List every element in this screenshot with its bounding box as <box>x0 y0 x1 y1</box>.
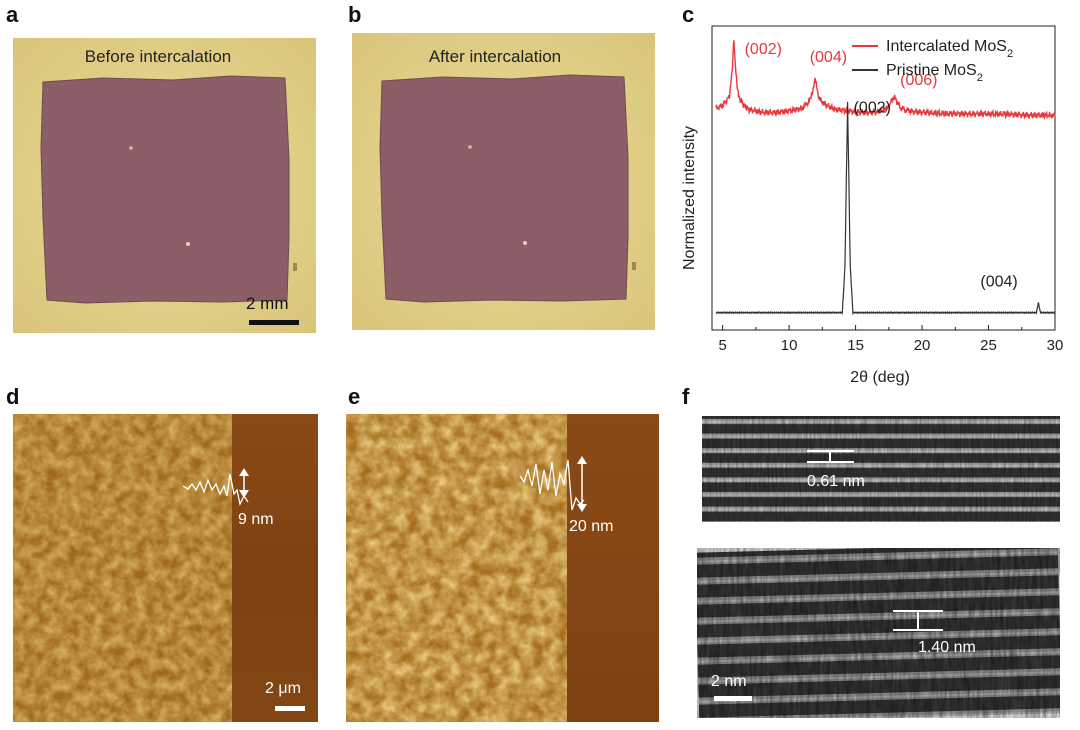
mos2-film <box>379 74 629 303</box>
optical-image-after: After intercalation <box>352 33 655 330</box>
optical-image-before-graphic <box>13 38 316 333</box>
panel-label-a: a <box>6 2 19 27</box>
tem-image-intercalated-graphic <box>697 548 1060 718</box>
chart-ticks: 5 10 15 20 25 30 <box>718 325 1063 354</box>
panel-label-b: b <box>348 2 362 27</box>
afm-image-before: 9 nm 2 μm <box>13 414 318 722</box>
caption-after: After intercalation <box>428 47 562 66</box>
afm-image-before-graphic <box>13 414 318 722</box>
peak-annotation: (004) <box>980 274 1017 291</box>
tem-image-intercalated: 1.40 nm 2 nm <box>697 548 1060 718</box>
spacing-label-top: 0.61 nm <box>807 473 865 490</box>
scale-label-a: 2 mm <box>246 294 289 313</box>
x-tick-label: 5 <box>718 337 726 354</box>
panel-label-c: c <box>682 2 695 27</box>
chart-annotations: (002) (004) (006) (002) (004) <box>745 41 1018 291</box>
legend-entry: Pristine MoS2 <box>886 62 983 84</box>
x-axis-label: 2θ (deg) <box>850 369 910 386</box>
scale-label-f: 2 nm <box>711 673 747 690</box>
series-line-intercalated <box>715 40 1056 120</box>
mos2-film <box>40 75 290 304</box>
x-tick-label: 10 <box>781 337 798 354</box>
height-profile-e <box>519 459 585 511</box>
chart-frame <box>711 25 1056 331</box>
height-label-d: 9 nm <box>238 511 274 528</box>
legend-entry: Intercalated MoS2 <box>886 38 1013 60</box>
height-label-e: 20 nm <box>569 518 614 535</box>
afm-image-after: 20 nm <box>346 414 659 722</box>
series-line-pristine <box>715 101 1056 316</box>
tem-image-pristine: 0.61 nm <box>702 416 1060 522</box>
panel-label-e: e <box>348 384 361 409</box>
panel-label-d: d <box>6 384 20 409</box>
x-tick-label: 15 <box>847 337 864 354</box>
chart-series <box>715 40 1056 316</box>
peak-annotation: (006) <box>900 72 937 89</box>
plot-area-frame <box>711 25 1056 331</box>
xrd-chart: 5 10 15 20 25 30 (002) (004) (006) (002) (004) In… <box>681 25 1063 386</box>
caption-before: Before intercalation <box>84 47 232 66</box>
spacing-label-bottom: 1.40 nm <box>918 639 976 656</box>
x-tick-label: 30 <box>1047 337 1064 354</box>
x-tick-label: 20 <box>914 337 931 354</box>
panel-label-f: f <box>682 384 690 409</box>
peak-annotation: (002) <box>745 41 782 58</box>
peak-annotation: (002) <box>854 99 891 116</box>
scale-label-d: 2 μm <box>265 680 301 697</box>
optical-image-after-graphic <box>352 33 655 330</box>
height-profile-d <box>182 473 249 506</box>
y-axis-label: Normalized intensity <box>681 126 698 270</box>
afm-image-after-graphic <box>346 414 659 722</box>
optical-image-before: Before intercalation 2 mm <box>13 38 316 333</box>
tem-image-pristine-graphic <box>702 416 1060 522</box>
peak-annotation: (004) <box>810 49 847 66</box>
x-tick-label: 25 <box>980 337 997 354</box>
scale-bar-a <box>249 320 299 325</box>
